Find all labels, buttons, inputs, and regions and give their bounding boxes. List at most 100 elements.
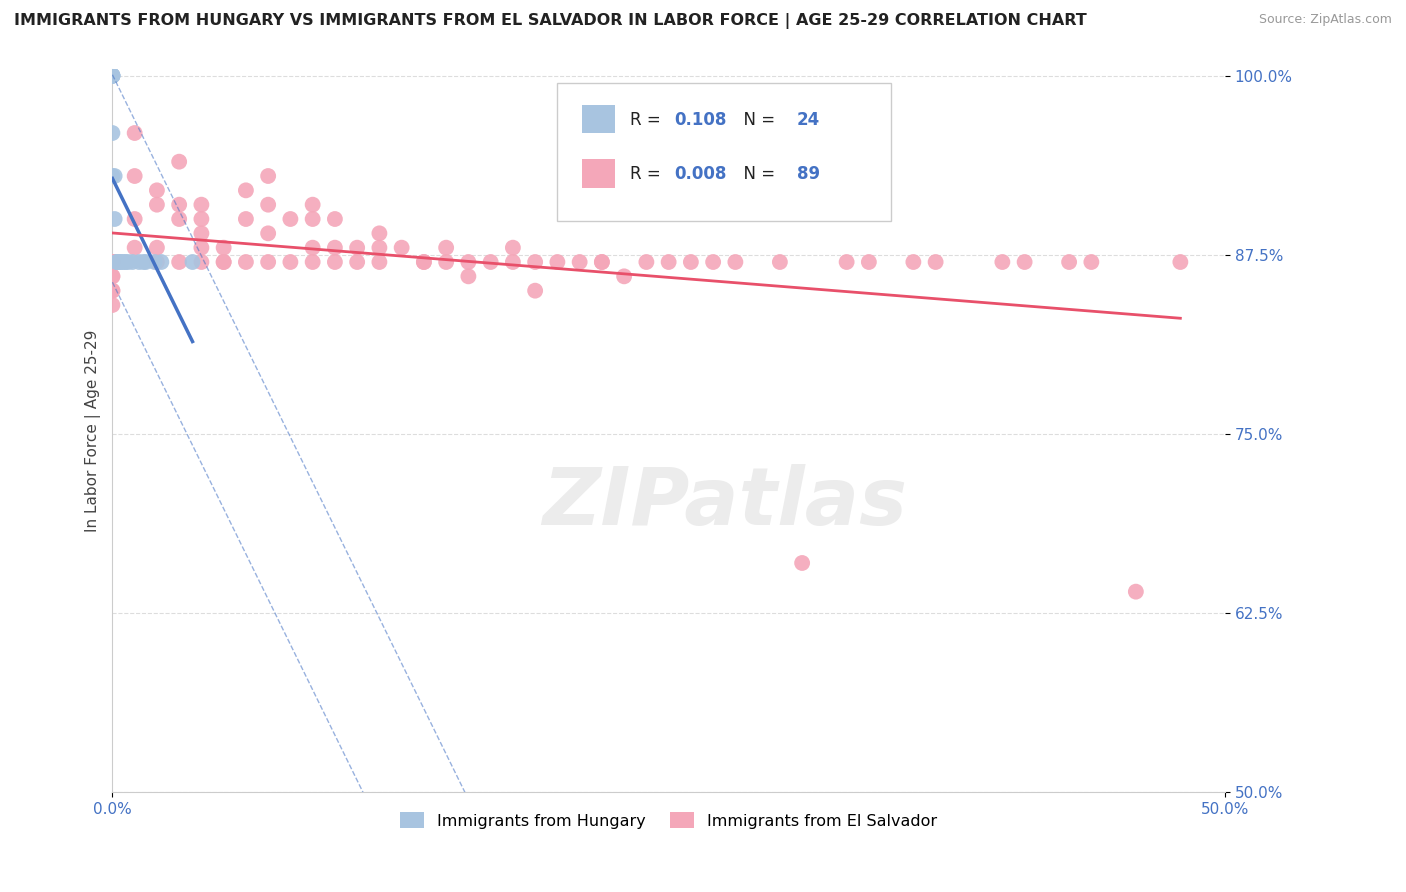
Text: 0.008: 0.008 <box>675 166 727 184</box>
Point <box>114 255 136 269</box>
Text: 24: 24 <box>797 112 820 129</box>
Point <box>613 269 636 284</box>
Point <box>346 255 368 269</box>
Point <box>546 255 568 269</box>
Point <box>457 269 479 284</box>
Point <box>434 241 457 255</box>
Point <box>257 255 280 269</box>
Point <box>502 241 524 255</box>
Text: 0.108: 0.108 <box>675 112 727 129</box>
Point <box>104 212 127 227</box>
Point <box>190 255 212 269</box>
Point <box>101 269 124 284</box>
Point <box>434 255 457 269</box>
Point <box>591 255 613 269</box>
Point <box>167 212 190 227</box>
Point <box>235 255 257 269</box>
Point <box>412 255 434 269</box>
Point <box>101 255 124 269</box>
Point <box>323 212 346 227</box>
Point <box>524 284 547 298</box>
Point <box>835 255 858 269</box>
Point <box>280 255 302 269</box>
Point <box>146 255 169 269</box>
Point <box>190 227 212 241</box>
Point <box>121 255 143 269</box>
Point <box>591 255 613 269</box>
Point <box>792 556 814 570</box>
Text: ZIPatlas: ZIPatlas <box>541 464 907 541</box>
FancyBboxPatch shape <box>582 160 616 187</box>
Point <box>101 69 124 83</box>
Point <box>124 212 146 227</box>
Point <box>108 255 131 269</box>
Point <box>212 255 235 269</box>
Point <box>132 255 155 269</box>
Point <box>479 255 502 269</box>
Point <box>101 126 124 140</box>
Point <box>301 255 323 269</box>
Point <box>101 284 124 298</box>
FancyBboxPatch shape <box>557 83 891 220</box>
Point <box>105 255 128 269</box>
Point <box>212 255 235 269</box>
Point <box>124 126 146 140</box>
Point <box>724 255 747 269</box>
Point <box>110 255 132 269</box>
Point <box>257 227 280 241</box>
Point <box>257 197 280 211</box>
Point <box>368 255 391 269</box>
Point <box>280 212 302 227</box>
Point <box>391 241 413 255</box>
Point <box>101 255 124 269</box>
Point <box>301 197 323 211</box>
Point <box>101 255 124 269</box>
Point <box>108 255 131 269</box>
Text: IMMIGRANTS FROM HUNGARY VS IMMIGRANTS FROM EL SALVADOR IN LABOR FORCE | AGE 25-2: IMMIGRANTS FROM HUNGARY VS IMMIGRANTS FR… <box>14 13 1087 29</box>
Legend: Immigrants from Hungary, Immigrants from El Salvador: Immigrants from Hungary, Immigrants from… <box>394 805 943 835</box>
Point <box>1057 255 1080 269</box>
Point <box>101 298 124 312</box>
Point <box>101 255 124 269</box>
Point <box>858 255 880 269</box>
Point <box>150 255 173 269</box>
Point <box>101 255 124 269</box>
Point <box>101 69 124 83</box>
Point <box>924 255 946 269</box>
Point <box>146 197 169 211</box>
Point <box>212 241 235 255</box>
Point <box>101 269 124 284</box>
Point <box>702 255 724 269</box>
Point <box>524 255 547 269</box>
Text: Source: ZipAtlas.com: Source: ZipAtlas.com <box>1258 13 1392 27</box>
Point <box>112 255 135 269</box>
Point <box>323 241 346 255</box>
Text: R =: R = <box>630 112 665 129</box>
Point <box>991 255 1014 269</box>
Point <box>190 241 212 255</box>
Point <box>1170 255 1192 269</box>
Point <box>235 212 257 227</box>
Point <box>568 255 591 269</box>
Point <box>146 241 169 255</box>
Point <box>1014 255 1036 269</box>
Point <box>301 212 323 227</box>
Point <box>181 255 204 269</box>
Point <box>101 255 124 269</box>
Point <box>143 255 166 269</box>
FancyBboxPatch shape <box>582 105 616 134</box>
Point <box>101 284 124 298</box>
Point <box>128 255 150 269</box>
Point <box>167 197 190 211</box>
Point <box>412 255 434 269</box>
Point <box>190 212 212 227</box>
Point <box>769 255 792 269</box>
Point <box>368 241 391 255</box>
Point <box>101 169 124 183</box>
Point <box>117 255 139 269</box>
Point <box>101 69 124 83</box>
Point <box>146 183 169 197</box>
Point <box>636 255 658 269</box>
Text: 89: 89 <box>797 166 820 184</box>
Point <box>124 169 146 183</box>
